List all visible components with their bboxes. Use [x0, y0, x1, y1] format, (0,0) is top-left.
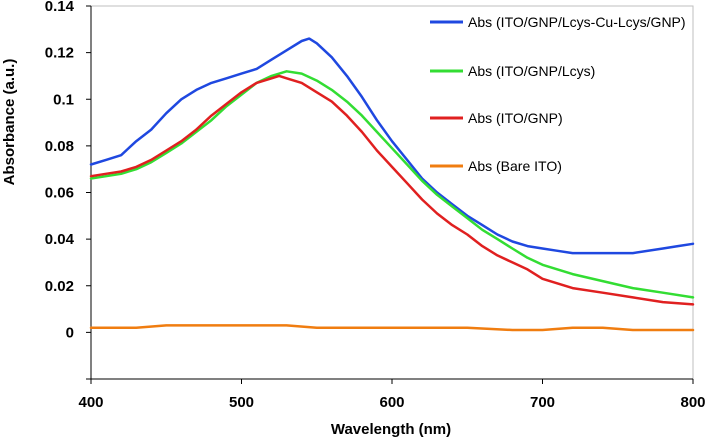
legend: Abs (ITO/GNP/Lcys-Cu-Lcys/GNP) Abs (ITO/G…	[430, 14, 686, 174]
x-tick-label: 500	[229, 394, 254, 411]
y-axis-title: Absorbance (a.u.)	[1, 59, 18, 186]
legend-label-3: Abs (Bare ITO)	[468, 158, 562, 174]
y-tick-label: 0.02	[45, 278, 74, 295]
y-tick-label: 0.14	[45, 0, 75, 15]
y-tick-label: 0.04	[45, 231, 75, 248]
y-tick-label: 0.06	[45, 185, 74, 202]
series-line-3	[89, 324, 695, 332]
legend-label-0: Abs (ITO/GNP/Lcys-Cu-Lcys/GNP)	[468, 14, 686, 30]
y-tick-label: 0.12	[45, 45, 74, 62]
tick-labels: 0 0.02 0.04 0.06 0.08 0.1 0.12 0.14 400 500 600 700…	[45, 0, 706, 411]
legend-label-1: Abs (ITO/GNP/Lcys)	[468, 63, 595, 79]
y-tick-label: 0	[66, 324, 74, 341]
y-tick-label: 0.1	[53, 91, 74, 108]
series-line-1	[89, 70, 695, 299]
x-tick-label: 800	[680, 394, 705, 411]
series-line-2	[89, 74, 695, 306]
y-tick-label: 0.08	[45, 138, 74, 155]
series-layer	[89, 37, 695, 332]
x-tick-label: 400	[78, 394, 103, 411]
x-axis-title: Wavelength (nm)	[331, 421, 451, 438]
legend-label-2: Abs (ITO/GNP)	[468, 110, 563, 126]
series-line-0	[89, 37, 695, 255]
x-tick-label: 700	[530, 394, 555, 411]
plot-border	[90, 5, 694, 380]
x-tick-label: 600	[379, 394, 404, 411]
axes	[86, 5, 694, 384]
